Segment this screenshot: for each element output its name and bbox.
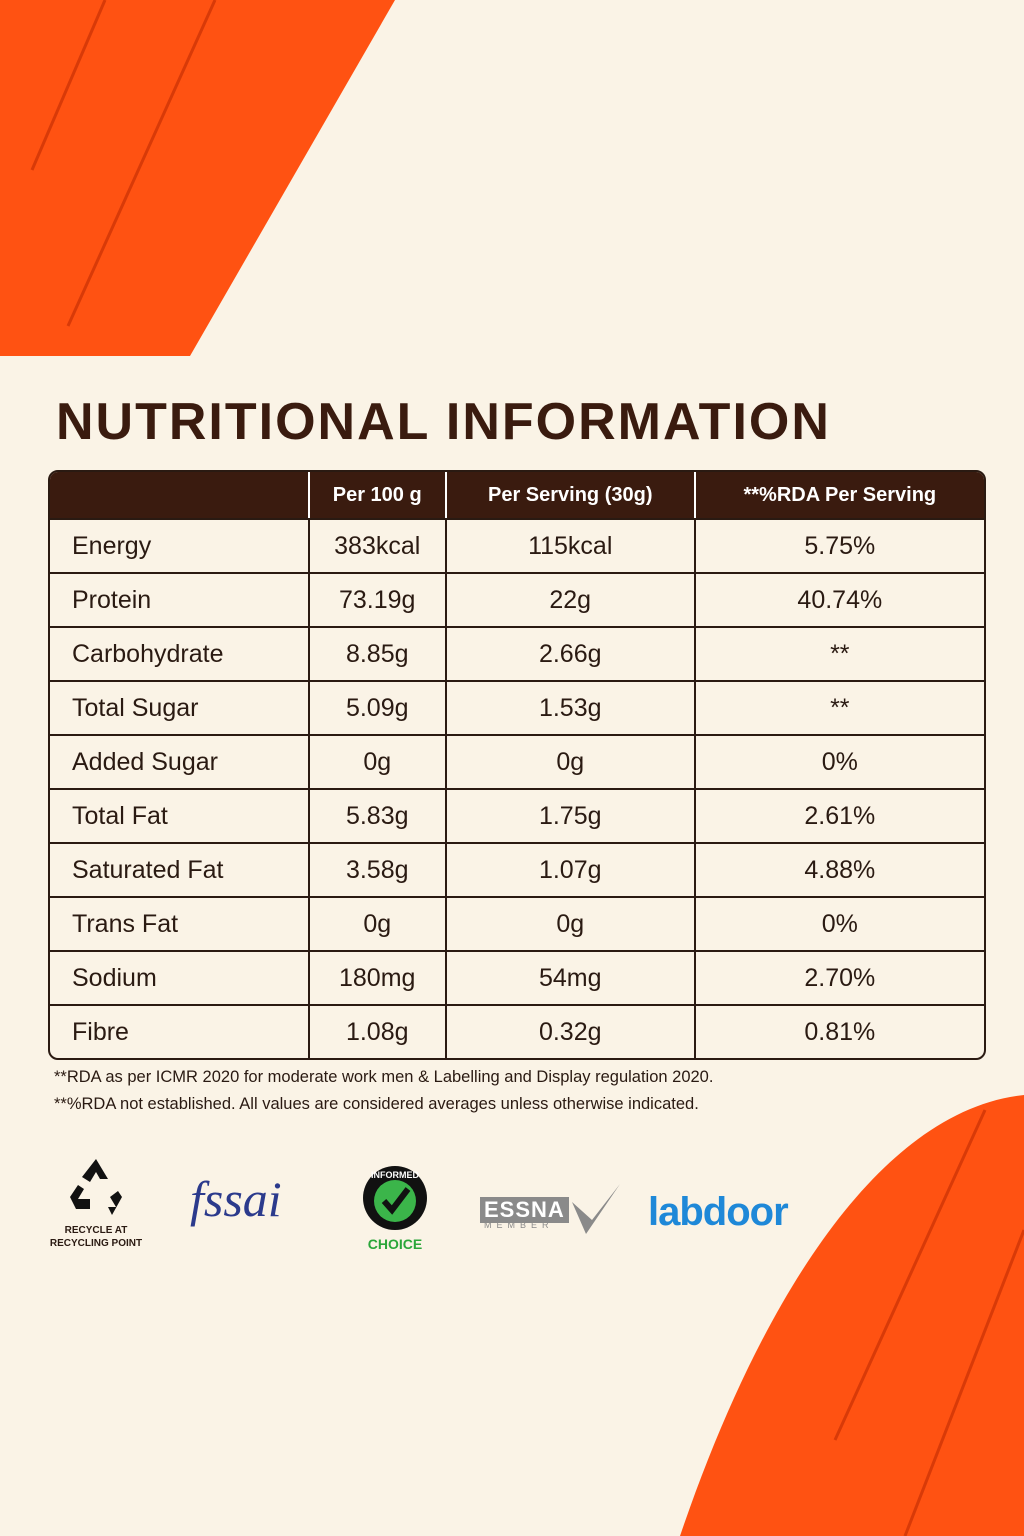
nutrient-name: Total Sugar [50, 680, 308, 734]
cell-value: 1.75g [444, 788, 694, 842]
essna-text: ESSNA [480, 1197, 569, 1223]
nutrient-name: Energy [50, 518, 308, 572]
table-row: Carbohydrate 8.85g 2.66g ** [50, 626, 984, 680]
cell-value: 0g [444, 896, 694, 950]
cell-value: 0g [307, 734, 445, 788]
table-row: Total Sugar 5.09g 1.53g ** [50, 680, 984, 734]
cell-value: 73.19g [307, 572, 445, 626]
essna-member: MEMBER [484, 1220, 554, 1230]
cell-value: 2.61% [693, 788, 984, 842]
cell-value: 54mg [444, 950, 694, 1004]
column-header [50, 472, 308, 518]
recycle-logo: RECYCLE AT RECYCLING POINT [44, 1155, 148, 1250]
essna-check [572, 1184, 620, 1234]
cell-value: 4.88% [693, 842, 984, 896]
nutrient-name: Carbohydrate [50, 626, 308, 680]
nutrient-name: Total Fat [50, 788, 308, 842]
header-row: Per 100 g Per Serving (30g) **%RDA Per Ser… [50, 472, 984, 518]
cell-value: 0g [444, 734, 694, 788]
cell-value: 383kcal [307, 518, 445, 572]
nutrient-name: Saturated Fat [50, 842, 308, 896]
cell-value: 22g [444, 572, 694, 626]
cell-value: ** [693, 626, 984, 680]
table-row: Sodium 180mg 54mg 2.70% [50, 950, 984, 1004]
table-row: Saturated Fat 3.58g 1.07g 4.88% [50, 842, 984, 896]
table-row: Added Sugar 0g 0g 0% [50, 734, 984, 788]
informed-choice-logo: INFORMED CHOICE [360, 1165, 430, 1252]
cell-value: 1.53g [444, 680, 694, 734]
labdoor-logo: labdoor [648, 1190, 789, 1234]
table-row: Protein 73.19g 22g 40.74% [50, 572, 984, 626]
cell-value: 1.08g [307, 1004, 445, 1058]
cell-value: 180mg [307, 950, 445, 1004]
footnote: **RDA as per ICMR 2020 for moderate work… [54, 1068, 714, 1086]
choice-text: CHOICE [367, 1236, 423, 1252]
nutrition-table: Per 100 g Per Serving (30g) **%RDA Per Ser… [48, 470, 986, 1060]
cell-value: 5.09g [307, 680, 445, 734]
cell-value: 0% [693, 896, 984, 950]
cell-value: 3.58g [307, 842, 445, 896]
cell-value: 2.66g [444, 626, 694, 680]
recycle-icon [70, 1159, 122, 1215]
column-header: Per Serving (30g) [444, 472, 694, 518]
title: NUTRITIONAL INFORMATION [56, 393, 831, 451]
informed-text: INFORMED [371, 1170, 419, 1180]
recycle-text: RECYCLE AT RECYCLING POINT [49, 1225, 143, 1249]
column-header: Per 100 g [307, 472, 445, 518]
fssai-logo: fssai [190, 1171, 282, 1227]
column-header: **%RDA Per Serving [693, 472, 984, 518]
cell-value: 2.70% [693, 950, 984, 1004]
cell-value: 40.74% [693, 572, 984, 626]
nutrient-name: Fibre [50, 1004, 308, 1058]
table-row: Fibre 1.08g 0.32g 0.81% [50, 1004, 984, 1058]
cell-value: ** [693, 680, 984, 734]
nutrient-name: Added Sugar [50, 734, 308, 788]
table-row: Trans Fat 0g 0g 0% [50, 896, 984, 950]
nutrient-name: Sodium [50, 950, 308, 1004]
cell-value: 1.07g [444, 842, 694, 896]
table-row: Total Fat 5.83g 1.75g 2.61% [50, 788, 984, 842]
cell-value: 0g [307, 896, 445, 950]
nutrient-name: Trans Fat [50, 896, 308, 950]
cell-value: 0.32g [444, 1004, 694, 1058]
table-row: Energy 383kcal 115kcal 5.75% [50, 518, 984, 572]
cell-value: 5.83g [307, 788, 445, 842]
cell-value: 0.81% [693, 1004, 984, 1058]
cell-value: 8.85g [307, 626, 445, 680]
cell-value: 0% [693, 734, 984, 788]
cell-value: 5.75% [693, 518, 984, 572]
nutrient-name: Protein [50, 572, 308, 626]
informed-icon: INFORMED [363, 1166, 427, 1230]
footnote: **%RDA not established. All values are c… [54, 1095, 699, 1113]
cell-value: 115kcal [444, 518, 694, 572]
essna-logo: ESSNA MEMBER [480, 1182, 625, 1238]
